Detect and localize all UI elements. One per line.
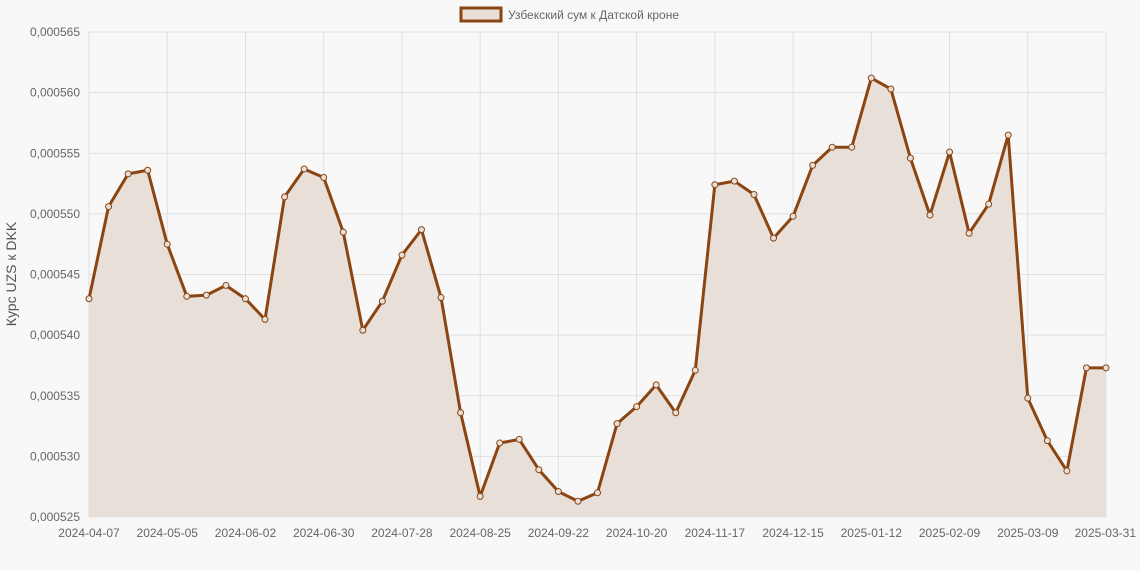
y-tick-label: 0,000545 xyxy=(30,268,80,282)
data-point[interactable] xyxy=(417,226,425,234)
data-point[interactable] xyxy=(144,166,152,174)
y-tick-label: 0,000525 xyxy=(30,510,80,524)
x-tick-label: 2024-12-15 xyxy=(762,526,824,540)
data-point[interactable] xyxy=(906,154,914,162)
y-tick-label: 0,000535 xyxy=(30,389,80,403)
data-point[interactable] xyxy=(946,148,954,156)
y-tick-label: 0,000560 xyxy=(30,86,80,100)
data-point[interactable] xyxy=(261,315,269,323)
data-point[interactable] xyxy=(339,228,347,236)
x-tick-label: 2025-03-09 xyxy=(997,526,1059,540)
x-axis-ticks: 2024-04-07 2024-05-05 2024-06-02 2024-06-30… xyxy=(58,526,1136,540)
data-point[interactable] xyxy=(1024,394,1032,402)
y-axis-ticks: 0,000565 0,000560 0,000555 0,000550 0,000545… xyxy=(30,25,80,524)
data-point[interactable] xyxy=(848,143,856,151)
data-point[interactable] xyxy=(457,409,465,417)
data-point[interactable] xyxy=(183,292,191,300)
legend-label: Узбекский сум к Датской кроне xyxy=(508,8,679,22)
data-point[interactable] xyxy=(241,295,249,303)
area-fill-layer xyxy=(89,78,1106,517)
x-tick-label: 2025-03-31 xyxy=(1075,526,1137,540)
y-tick-label: 0,000530 xyxy=(30,449,80,463)
y-tick-label: 0,000565 xyxy=(30,25,80,39)
data-point[interactable] xyxy=(85,295,93,303)
data-point[interactable] xyxy=(672,409,680,417)
data-point[interactable] xyxy=(809,161,817,169)
data-point[interactable] xyxy=(613,420,621,428)
data-point[interactable] xyxy=(554,488,562,496)
data-point[interactable] xyxy=(124,170,132,178)
data-point[interactable] xyxy=(105,203,113,211)
data-point[interactable] xyxy=(1102,364,1110,372)
data-point[interactable] xyxy=(398,251,406,259)
data-point[interactable] xyxy=(965,229,973,237)
x-tick-label: 2025-01-12 xyxy=(841,526,903,540)
legend[interactable]: Узбекский сум к Датской кроне xyxy=(459,6,679,23)
data-point[interactable] xyxy=(476,492,484,500)
y-tick-label: 0,000555 xyxy=(30,146,80,160)
data-point[interactable] xyxy=(515,435,523,443)
x-tick-label: 2024-06-30 xyxy=(293,526,355,540)
data-point[interactable] xyxy=(730,177,738,185)
x-tick-label: 2024-09-22 xyxy=(528,526,590,540)
x-tick-label: 2024-06-02 xyxy=(215,526,277,540)
y-tick-label: 0,000550 xyxy=(30,207,80,221)
x-tick-label: 2025-02-09 xyxy=(919,526,981,540)
x-tick-label: 2024-05-05 xyxy=(137,526,199,540)
data-point[interactable] xyxy=(691,366,699,374)
area-fill xyxy=(89,78,1106,517)
data-point[interactable] xyxy=(828,143,836,151)
data-point[interactable] xyxy=(1043,437,1051,445)
data-point[interactable] xyxy=(163,240,171,248)
data-point[interactable] xyxy=(711,181,719,189)
data-point[interactable] xyxy=(789,212,797,220)
data-point[interactable] xyxy=(985,200,993,208)
data-point[interactable] xyxy=(437,294,445,302)
data-point[interactable] xyxy=(281,193,289,201)
data-points xyxy=(85,74,1110,505)
data-point[interactable] xyxy=(1004,131,1012,139)
x-tick-label: 2024-10-20 xyxy=(606,526,668,540)
x-tick-label: 2024-11-17 xyxy=(685,526,746,540)
data-point[interactable] xyxy=(750,190,758,198)
data-point[interactable] xyxy=(378,297,386,305)
data-point[interactable] xyxy=(300,165,308,173)
legend-swatch xyxy=(459,6,503,23)
data-point[interactable] xyxy=(359,326,367,334)
y-axis-title: Курс UZS к DKK xyxy=(3,221,19,326)
data-point[interactable] xyxy=(1063,467,1071,475)
y-tick-label: 0,000540 xyxy=(30,328,80,342)
data-point[interactable] xyxy=(887,85,895,93)
data-point[interactable] xyxy=(1082,364,1090,372)
data-point[interactable] xyxy=(202,291,210,299)
data-point[interactable] xyxy=(574,497,582,505)
data-point[interactable] xyxy=(770,234,778,242)
x-tick-label: 2024-07-28 xyxy=(371,526,433,540)
data-point[interactable] xyxy=(594,489,601,497)
data-point[interactable] xyxy=(652,381,660,389)
x-tick-label: 2024-08-25 xyxy=(449,526,511,540)
x-tick-label: 2024-04-07 xyxy=(58,526,120,540)
data-point[interactable] xyxy=(496,439,504,447)
data-point[interactable] xyxy=(535,466,543,474)
data-point[interactable] xyxy=(320,174,328,181)
data-point[interactable] xyxy=(867,74,875,82)
data-point[interactable] xyxy=(222,281,230,289)
data-point[interactable] xyxy=(633,403,641,411)
data-point[interactable] xyxy=(926,211,934,219)
